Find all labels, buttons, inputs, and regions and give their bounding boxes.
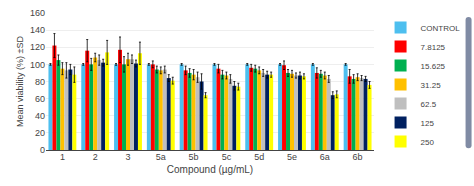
svg-text:5c: 5c	[222, 152, 232, 162]
svg-text:3: 3	[125, 152, 130, 162]
svg-text:140: 140	[30, 25, 45, 35]
svg-text:125: 125	[421, 119, 435, 128]
svg-text:7.8125: 7.8125	[421, 43, 446, 52]
svg-text:120: 120	[30, 42, 45, 52]
svg-text:160: 160	[30, 8, 45, 18]
svg-text:0: 0	[40, 145, 45, 155]
svg-text:6b: 6b	[353, 152, 363, 162]
svg-text:250: 250	[421, 138, 435, 147]
svg-text:100: 100	[30, 60, 45, 70]
svg-text:20: 20	[35, 128, 45, 138]
svg-text:40: 40	[35, 111, 45, 121]
svg-text:CONTROL: CONTROL	[421, 24, 461, 33]
svg-text:80: 80	[35, 77, 45, 87]
svg-text:5d: 5d	[254, 152, 264, 162]
svg-text:5e: 5e	[287, 152, 297, 162]
svg-text:31.25: 31.25	[421, 81, 442, 90]
svg-text:Compound (µg/mL): Compound (µg/mL)	[167, 164, 253, 175]
svg-text:15.625: 15.625	[421, 62, 446, 71]
svg-text:5a: 5a	[156, 152, 166, 162]
svg-text:6a: 6a	[320, 152, 330, 162]
svg-text:5b: 5b	[189, 152, 199, 162]
svg-text:2: 2	[93, 152, 98, 162]
svg-text:Mean viability (%) ±SD: Mean viability (%) ±SD	[15, 36, 25, 127]
svg-text:62.5: 62.5	[421, 100, 437, 109]
svg-text:1: 1	[60, 152, 65, 162]
svg-text:60: 60	[35, 94, 45, 104]
